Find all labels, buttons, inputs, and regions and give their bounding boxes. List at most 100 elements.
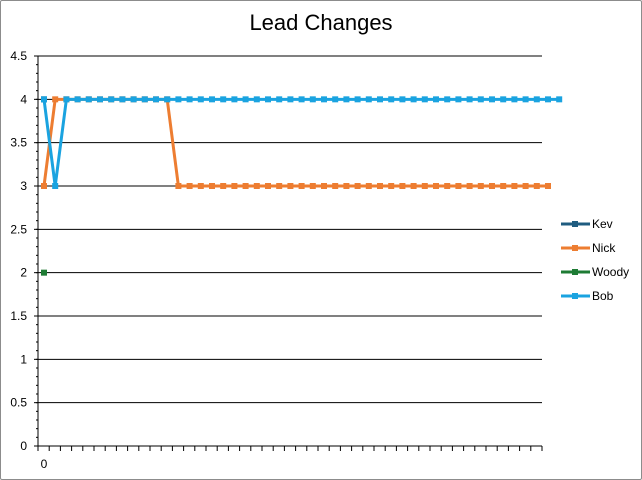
legend-marker-woody	[572, 269, 578, 275]
data-point-nick	[410, 183, 417, 189]
data-point-nick	[332, 183, 339, 189]
data-point-nick	[522, 183, 529, 189]
data-point-bob	[444, 96, 451, 103]
data-point-nick	[287, 183, 294, 189]
data-point-nick	[242, 183, 249, 189]
data-point-bob	[209, 96, 215, 103]
data-point-nick	[399, 183, 406, 189]
data-point-nick	[455, 183, 462, 189]
y-tick-label: 4.5	[10, 49, 27, 63]
data-point-bob	[119, 96, 126, 103]
legend-marker-bob	[572, 293, 578, 299]
data-point-bob	[410, 96, 417, 103]
data-point-bob	[197, 96, 204, 103]
data-point-bob	[533, 96, 540, 103]
data-point-nick	[444, 183, 451, 189]
data-point-bob	[556, 96, 563, 103]
data-point-bob	[511, 96, 518, 103]
data-point-nick	[186, 183, 193, 189]
data-point-nick	[365, 183, 372, 189]
data-point-bob	[388, 96, 395, 103]
data-point-bob	[321, 96, 327, 103]
data-point-bob	[433, 96, 439, 103]
data-point-bob	[74, 96, 81, 103]
legend-marker-kev	[572, 221, 578, 227]
data-point-bob	[153, 96, 159, 103]
data-point-bob	[309, 96, 316, 103]
data-point-bob	[287, 96, 294, 103]
y-tick-label: 3.5	[10, 136, 27, 150]
data-point-bob	[97, 96, 103, 103]
data-point-bob	[399, 96, 406, 103]
legend-label-kev: Kev	[592, 217, 613, 231]
data-point-nick	[421, 183, 428, 189]
data-point-nick	[309, 183, 316, 189]
data-point-bob	[186, 96, 193, 103]
data-point-nick	[354, 183, 361, 189]
data-point-bob	[545, 96, 551, 103]
legend-marker-nick	[572, 245, 578, 251]
data-point-bob	[130, 96, 137, 103]
data-point-bob	[377, 96, 383, 103]
data-point-nick	[41, 183, 47, 189]
series-lines	[41, 96, 563, 276]
y-tick-label: 2.5	[10, 222, 27, 236]
data-point-nick	[298, 183, 305, 189]
data-point-bob	[175, 96, 182, 103]
data-point-nick	[377, 183, 383, 189]
data-point-bob	[164, 96, 171, 103]
gridlines	[38, 55, 542, 404]
y-tick-label: 3	[20, 179, 27, 193]
data-point-woody	[41, 269, 47, 276]
data-point-bob	[52, 183, 59, 189]
chart-title: Lead Changes	[249, 10, 393, 35]
data-point-bob	[365, 96, 372, 103]
data-point-bob	[108, 96, 115, 103]
data-point-bob	[242, 96, 249, 103]
data-point-nick	[253, 183, 260, 189]
data-point-nick	[489, 183, 495, 189]
data-point-nick	[500, 183, 507, 189]
y-tick-label: 1	[20, 352, 27, 366]
data-point-bob	[276, 96, 283, 103]
legend-label-nick: Nick	[592, 241, 616, 255]
y-tick-label: 4	[20, 92, 27, 106]
data-point-nick	[511, 183, 518, 189]
legend-label-woody: Woody	[592, 265, 629, 279]
x-tick-label: 0	[41, 457, 48, 471]
data-point-nick	[276, 183, 283, 189]
y-tick-label: 0.5	[10, 396, 27, 410]
data-point-bob	[466, 96, 473, 103]
data-point-bob	[421, 96, 428, 103]
data-point-nick	[466, 183, 473, 189]
data-point-nick	[343, 183, 350, 189]
data-point-bob	[343, 96, 350, 103]
data-point-bob	[231, 96, 238, 103]
data-point-nick	[197, 183, 204, 189]
data-point-nick	[231, 183, 238, 189]
data-point-nick	[533, 183, 540, 189]
data-point-nick	[175, 183, 182, 189]
data-point-bob	[298, 96, 305, 103]
data-point-bob	[253, 96, 260, 103]
data-point-bob	[500, 96, 507, 103]
data-point-bob	[85, 96, 92, 103]
data-point-nick	[477, 183, 484, 189]
y-tick-label: 1.5	[10, 309, 27, 323]
data-point-bob	[41, 96, 47, 103]
data-point-nick	[52, 96, 59, 103]
data-point-nick	[265, 183, 271, 189]
data-point-bob	[455, 96, 462, 103]
data-point-nick	[321, 183, 327, 189]
data-point-bob	[220, 96, 227, 103]
data-point-bob	[354, 96, 361, 103]
legend: Kev Nick Woody Bob	[561, 217, 629, 303]
data-point-nick	[388, 183, 395, 189]
data-point-nick	[545, 183, 551, 189]
data-point-bob	[332, 96, 339, 103]
data-point-bob	[63, 96, 70, 103]
data-point-nick	[209, 183, 215, 189]
data-point-bob	[477, 96, 484, 103]
